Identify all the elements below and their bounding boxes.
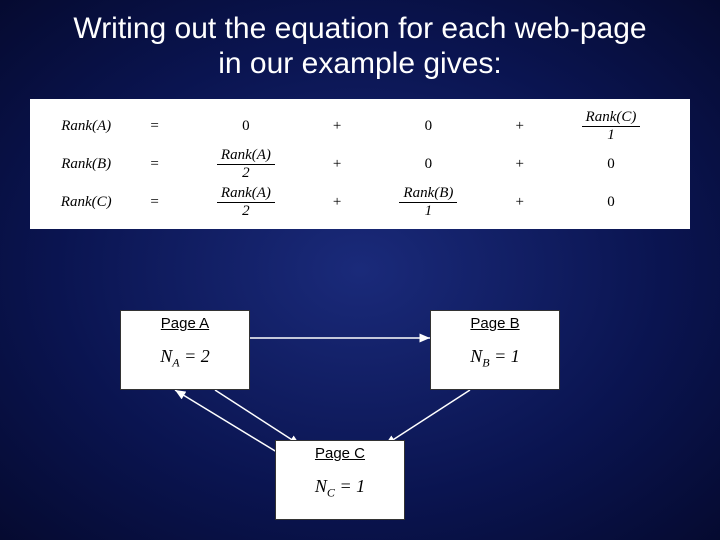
equation-term: 0 xyxy=(538,145,684,183)
equation-row: Rank(A)=0+0+Rank(C)1 xyxy=(36,107,684,145)
equation-term: 0 xyxy=(355,107,501,145)
equations-panel: Rank(A)=0+0+Rank(C)1Rank(B)=Rank(A)2+0+0… xyxy=(30,99,690,229)
node-formula: NA = 2 xyxy=(121,332,249,371)
equation-lhs: Rank(C) xyxy=(36,183,136,221)
plus-sign: + xyxy=(501,183,538,221)
graph-diagram: Page ANA = 2 Page BNB = 1 Page CNC = 1 xyxy=(0,300,720,540)
equals-sign: = xyxy=(136,145,173,183)
graph-node-c: Page CNC = 1 xyxy=(275,440,405,520)
equals-sign: = xyxy=(136,183,173,221)
node-label: Page C xyxy=(276,441,404,462)
plus-sign: + xyxy=(319,183,356,221)
plus-sign: + xyxy=(501,107,538,145)
graph-edge xyxy=(385,390,470,445)
plus-sign: + xyxy=(319,107,356,145)
equals-sign: = xyxy=(136,107,173,145)
equation-term: 0 xyxy=(538,183,684,221)
equations-table: Rank(A)=0+0+Rank(C)1Rank(B)=Rank(A)2+0+0… xyxy=(36,107,684,221)
graph-node-b: Page BNB = 1 xyxy=(430,310,560,390)
equation-term: Rank(A)2 xyxy=(173,183,319,221)
equation-term: 0 xyxy=(355,145,501,183)
equation-term: Rank(A)2 xyxy=(173,145,319,183)
node-formula: NB = 1 xyxy=(431,332,559,371)
node-label: Page A xyxy=(121,311,249,332)
equation-term: Rank(C)1 xyxy=(538,107,684,145)
equation-term: Rank(B)1 xyxy=(355,183,501,221)
equation-row: Rank(C)=Rank(A)2+Rank(B)1+0 xyxy=(36,183,684,221)
graph-edge xyxy=(175,390,290,460)
graph-edge xyxy=(215,390,300,445)
slide-title: Writing out the equation for each web-pa… xyxy=(0,0,720,85)
plus-sign: + xyxy=(319,145,356,183)
equation-lhs: Rank(B) xyxy=(36,145,136,183)
graph-node-a: Page ANA = 2 xyxy=(120,310,250,390)
plus-sign: + xyxy=(501,145,538,183)
equation-lhs: Rank(A) xyxy=(36,107,136,145)
node-label: Page B xyxy=(431,311,559,332)
equation-term: 0 xyxy=(173,107,319,145)
node-formula: NC = 1 xyxy=(276,462,404,501)
equation-row: Rank(B)=Rank(A)2+0+0 xyxy=(36,145,684,183)
